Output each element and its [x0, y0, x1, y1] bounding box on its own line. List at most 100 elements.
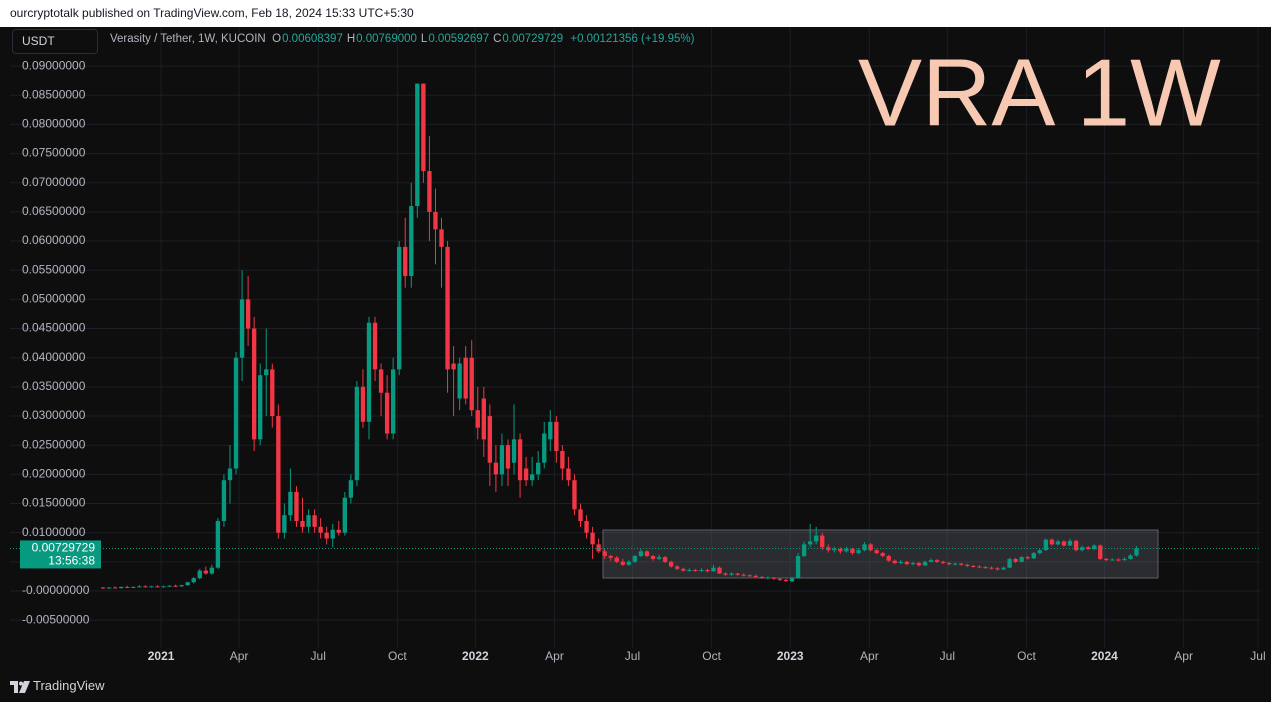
x-tick-label: Oct [702, 649, 721, 663]
candle-body [844, 549, 849, 552]
candle-body [300, 521, 305, 527]
footer: TradingView [10, 676, 105, 696]
y-tick-label: 0.01500000 [22, 496, 86, 510]
candle-body [1031, 553, 1036, 559]
candle-body [1110, 559, 1115, 561]
candle-body [814, 535, 819, 542]
candle-body [1092, 545, 1097, 550]
candle-body [372, 322, 378, 370]
y-tick-label: 0.02500000 [22, 437, 86, 451]
y-tick-label: 0.08500000 [22, 87, 86, 101]
candle-body [789, 578, 795, 582]
candle-body [360, 386, 366, 422]
candle-body [191, 578, 196, 583]
candle-body [294, 491, 299, 522]
candle-body [100, 587, 106, 589]
legend-key: C [493, 33, 502, 45]
candle-body [251, 328, 257, 440]
annotation: VRA 1W [858, 39, 1221, 146]
candle-body [245, 299, 251, 329]
background [0, 27, 1271, 702]
candle-body [620, 561, 625, 565]
candle-body [185, 582, 190, 586]
candle-body [197, 570, 202, 579]
candle-body [959, 563, 964, 565]
candle-body [421, 83, 426, 172]
y-tick-label: 0.09000000 [22, 58, 86, 72]
brand: TradingView [33, 678, 105, 693]
x-tick-label: Oct [388, 649, 407, 663]
candle-body [916, 563, 922, 566]
candle-body [1001, 567, 1006, 570]
candle-body [572, 480, 577, 510]
candle-body [536, 462, 541, 475]
y-tick-label: 0.08000000 [22, 117, 86, 131]
candle-body [977, 566, 982, 568]
candle-body [125, 586, 130, 588]
candle-body [487, 416, 493, 463]
candle-body [590, 532, 595, 545]
legend-key: L [420, 33, 428, 45]
candle-body [384, 392, 390, 434]
candle-body [650, 556, 656, 559]
legend-key: O [272, 33, 282, 45]
candle-body [638, 551, 644, 557]
countdown: 13:56:38 [48, 554, 95, 568]
candle-body [330, 529, 335, 539]
top-bar: ourcryptotalk published on TradingView.c… [0, 0, 1271, 27]
candle-body [801, 544, 807, 557]
y-tick-label: 0.05500000 [22, 262, 86, 276]
candle-body [112, 587, 118, 589]
candle-body [711, 567, 716, 572]
candle-body [505, 445, 511, 469]
candle-body [1073, 540, 1079, 551]
candle-body [1085, 547, 1091, 550]
candle-body [856, 550, 861, 554]
candle-body [554, 421, 559, 452]
candle-body [258, 375, 263, 440]
x-tick-label: Jul [940, 649, 955, 663]
candle-body [983, 567, 988, 569]
candle-body [729, 573, 734, 575]
x-tick-label: 2022 [462, 649, 489, 663]
candle-body [1098, 545, 1103, 559]
x-tick-label: 2021 [148, 649, 175, 663]
candle-body [578, 509, 583, 522]
candle-body [239, 299, 245, 358]
candle-body [662, 557, 668, 562]
logo [10, 680, 30, 693]
y-tick-label: 0.06500000 [22, 204, 86, 218]
candle-body [850, 549, 855, 554]
candle-body [644, 551, 650, 557]
candle-body [862, 544, 867, 551]
candle-body [723, 573, 728, 575]
candle-body [149, 586, 154, 588]
x-tick-label: Jul [1250, 649, 1265, 663]
legend-value: 0.00729729 [502, 33, 564, 45]
range-box [602, 529, 1159, 579]
candle-body [433, 211, 438, 230]
candle-body [312, 515, 317, 527]
candle-body [965, 564, 970, 566]
candle-body [1116, 559, 1121, 561]
candle-body [493, 462, 499, 475]
y-tick-label: 0.02000000 [22, 467, 86, 481]
candle-body [481, 398, 486, 440]
candle-body [475, 410, 480, 428]
candle-body [868, 544, 873, 551]
candle-body [542, 433, 547, 463]
candle-body [529, 474, 535, 481]
candle-body [953, 563, 958, 565]
candle-body [306, 515, 311, 527]
candle-body [675, 566, 680, 569]
symbol-box[interactable]: USDT [12, 29, 98, 54]
candle-body [795, 556, 801, 579]
candle-body [282, 515, 287, 533]
candle-body [276, 416, 281, 533]
candle-body [1128, 555, 1133, 559]
x-tick-label: Jul [311, 649, 326, 663]
candle-body [777, 578, 783, 580]
candle-body [626, 561, 632, 565]
candle-body [1043, 539, 1049, 551]
candle-body [1079, 547, 1085, 551]
